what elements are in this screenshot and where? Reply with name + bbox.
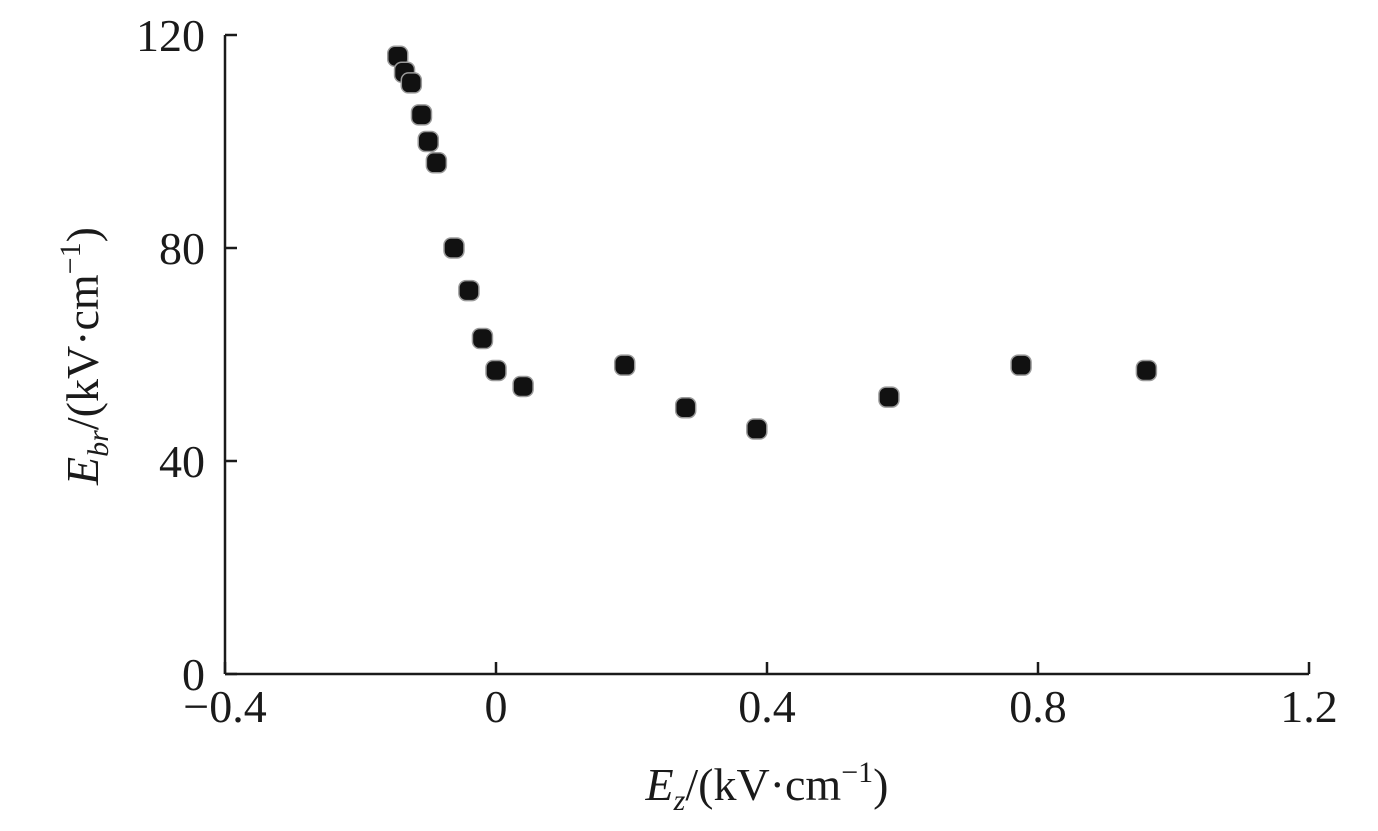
y-tick-label: 40: [159, 436, 205, 487]
y-axis-title: Ebr/(kV·cm−1): [54, 227, 115, 486]
data-point: [458, 279, 480, 302]
y-axis-title-unit: /(kV·cm: [57, 274, 108, 430]
data-point: [400, 72, 423, 94]
data-point: [443, 237, 465, 259]
x-tick-label: −0.4: [183, 681, 266, 732]
data-point: [746, 418, 768, 440]
data-point: [1010, 354, 1032, 376]
y-tick-label: 0: [182, 649, 205, 700]
y-tick-label: 120: [136, 10, 205, 61]
data-point: [425, 152, 448, 174]
x-tick-label: 0: [485, 681, 508, 732]
x-tick-label: 1.2: [1280, 681, 1338, 732]
data-point: [1135, 359, 1158, 382]
x-axis-title-unit-close: ): [873, 759, 888, 810]
x-ticks: −0.4 0 0.4 0.8 1.2: [183, 662, 1338, 732]
y-axis-title-exponent: −1: [54, 242, 87, 274]
data-point: [410, 104, 433, 126]
y-axis-title-subscript: br: [82, 430, 115, 457]
data-point: [471, 327, 494, 350]
data-point: [674, 397, 697, 419]
x-axis-title-symbol: E: [645, 759, 674, 810]
y-ticks: 0 40 80 120: [136, 10, 237, 700]
x-tick-label: 0.8: [1009, 681, 1067, 732]
data-points: [387, 45, 1158, 440]
data-point: [878, 386, 900, 408]
y-tick-label: 80: [159, 223, 205, 274]
x-axis-title-unit: /(kV·cm: [685, 759, 841, 810]
y-axis-title-unit-close: ): [57, 227, 108, 242]
axes: [223, 35, 1309, 676]
data-point: [417, 130, 439, 153]
data-point: [485, 359, 507, 382]
data-point: [613, 354, 636, 376]
x-axis-title-subscript: z: [673, 784, 686, 817]
x-tick-label: 0.4: [738, 681, 796, 732]
x-axis-title: Ez/(kV·cm−1): [645, 756, 889, 817]
y-axis-title-symbol: E: [57, 457, 108, 486]
x-axis-title-exponent: −1: [841, 756, 873, 789]
data-point: [512, 375, 534, 398]
